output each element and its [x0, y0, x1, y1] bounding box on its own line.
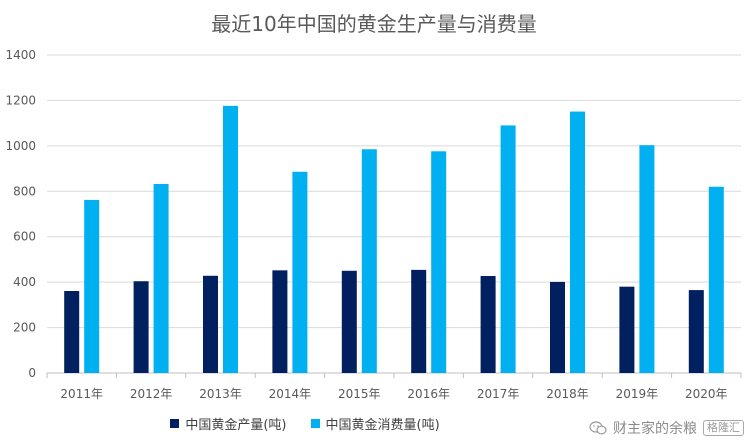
bar-production	[411, 269, 427, 373]
y-tick-label: 0	[28, 366, 36, 380]
legend-item-production: 中国黄金产量(吨)	[170, 414, 287, 433]
bar-production	[64, 291, 80, 373]
x-tick-label: 2018年	[546, 387, 589, 401]
bar-production	[203, 275, 218, 373]
bar-consumption	[153, 184, 169, 373]
x-tick-label: 2017年	[477, 387, 520, 401]
bar-production	[550, 281, 565, 373]
bar-production	[619, 286, 635, 373]
y-tick-label: 200	[13, 321, 36, 335]
grid-lines	[47, 54, 741, 329]
watermark: 财主家的余粮 格隆汇	[589, 418, 744, 438]
y-tick-label: 800	[13, 184, 36, 198]
bar-consumption	[708, 186, 724, 373]
x-tick-label: 2016年	[407, 387, 450, 401]
bar-consumption	[223, 105, 238, 373]
y-tick-label: 1000	[5, 139, 36, 153]
y-tick-label: 600	[13, 230, 36, 244]
bar-production	[341, 270, 357, 373]
bar-consumption	[500, 125, 516, 374]
y-tick-label: 1200	[5, 93, 36, 107]
axes	[46, 372, 742, 378]
x-tick-label: 2012年	[130, 387, 173, 401]
legend-item-consumption: 中国黄金消费量(吨)	[310, 414, 440, 433]
bar-production	[272, 270, 288, 373]
x-tick-label: 2011年	[60, 387, 103, 401]
y-tick-label: 1400	[5, 48, 36, 62]
bar-production	[688, 290, 704, 373]
axis-labels: 0 200 400 600 800 1000 1200 1400 2011年 2012年 2013年…	[5, 48, 727, 401]
wechat-icon	[589, 421, 607, 435]
bar-series	[64, 105, 724, 374]
bar-consumption	[84, 199, 100, 373]
chart-title: 最近10年中国的黄金生产量与消费量	[211, 12, 537, 36]
bar-consumption	[639, 145, 655, 373]
brand-logo: 格隆汇	[703, 420, 744, 436]
x-tick-label: 2019年	[616, 387, 659, 401]
bar-consumption	[361, 149, 377, 373]
legend-label-consumption: 中国黄金消费量(吨)	[325, 418, 440, 433]
legend-swatch-consumption	[310, 419, 320, 428]
bar-production	[480, 276, 496, 373]
x-tick-label: 2015年	[338, 387, 381, 401]
watermark-text: 财主家的余粮	[613, 421, 697, 437]
y-tick-label: 400	[13, 275, 36, 289]
bar-consumption	[292, 171, 308, 373]
bar-consumption	[431, 151, 447, 373]
bar-production	[133, 281, 149, 373]
bar-consumption	[570, 111, 585, 374]
legend: 中国黄金产量(吨) 中国黄金消费量(吨)	[0, 414, 610, 433]
x-tick-label: 2020年	[685, 387, 728, 401]
legend-swatch-production	[170, 419, 180, 428]
x-tick-label: 2014年	[269, 387, 312, 401]
legend-label-production: 中国黄金产量(吨)	[185, 418, 287, 433]
x-tick-label: 2013年	[199, 387, 242, 401]
